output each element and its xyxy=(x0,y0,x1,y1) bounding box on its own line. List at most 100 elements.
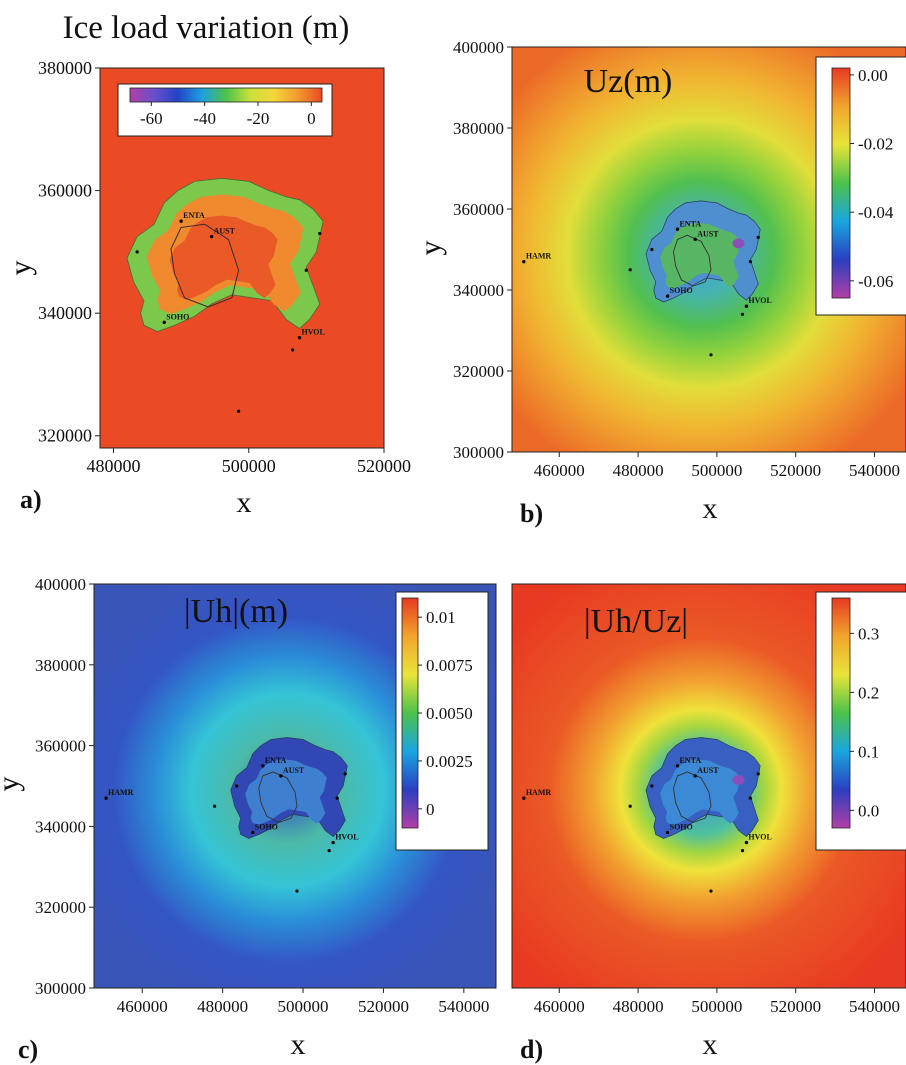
station-point xyxy=(135,250,139,254)
y-tick-label: 340000 xyxy=(453,281,504,300)
station-label: ENTA xyxy=(679,756,701,765)
station-label: AUST xyxy=(283,766,305,775)
colorbar-tick-label: -60 xyxy=(140,109,163,128)
station-point xyxy=(343,772,347,776)
y-tick-label: 360000 xyxy=(38,181,92,201)
station-label: ENTA xyxy=(183,211,205,220)
panel-label: c) xyxy=(18,1035,38,1064)
y-tick-label: 380000 xyxy=(453,119,504,138)
x-axis-label: x xyxy=(703,1028,718,1061)
station-label: HVOL xyxy=(748,296,771,305)
x-axis-label: x xyxy=(703,492,718,525)
chart-title: |Uh/Uz| xyxy=(584,603,688,640)
station-label: ENTA xyxy=(265,756,287,765)
station-point xyxy=(740,312,745,316)
chart-title: Ice load variation (m) xyxy=(63,10,350,46)
station-point xyxy=(744,840,749,845)
min-patch xyxy=(732,774,745,785)
station-point xyxy=(665,830,670,835)
station-label: SOHO xyxy=(166,312,189,321)
y-tick-label: 360000 xyxy=(35,737,86,756)
caldera-outline xyxy=(673,771,712,823)
plot-frame xyxy=(511,46,906,453)
caldera-outline xyxy=(258,771,298,823)
x-tick-label: 460000 xyxy=(534,997,585,1016)
x-tick-label: 540000 xyxy=(849,997,900,1016)
colorbar-tick-label: -20 xyxy=(247,109,270,128)
colorbar-box xyxy=(815,56,906,316)
colorbar-tick-label: -40 xyxy=(193,109,216,128)
plot-frame xyxy=(93,583,497,989)
station-point xyxy=(675,764,680,768)
x-tick-label: 480000 xyxy=(613,997,664,1016)
colorbar-tick-label: 0 xyxy=(426,800,435,819)
station-point xyxy=(235,784,239,788)
station-label: HVOL xyxy=(301,328,324,337)
colorbar-tick-label: 0.0025 xyxy=(426,752,473,771)
colorbar-tick-label: 0.0 xyxy=(858,801,879,820)
station-point xyxy=(628,268,632,272)
y-tick-label: 400000 xyxy=(453,38,504,57)
chart-title: Uz(m) xyxy=(584,63,673,100)
station-label: HAMR xyxy=(526,252,552,261)
station-point xyxy=(297,335,302,340)
station-point xyxy=(693,237,697,242)
station-point xyxy=(251,830,255,835)
y-tick-label: 320000 xyxy=(453,362,504,381)
station-point xyxy=(279,774,283,778)
colorbar-tick-label: 0.01 xyxy=(426,608,456,627)
station-point xyxy=(748,796,752,800)
y-tick-label: 380000 xyxy=(38,58,92,78)
y-axis-label: y xyxy=(4,261,37,276)
y-tick-label: 300000 xyxy=(453,443,504,462)
colorbar-tick-label: -0.06 xyxy=(858,272,893,291)
station-point xyxy=(522,796,526,800)
x-tick-label: 500000 xyxy=(278,997,329,1016)
station-label: HAMR xyxy=(526,788,552,797)
station-point xyxy=(748,260,752,264)
colorbar: -60 -40 -20 0 xyxy=(117,83,333,137)
colorbar-tick-label: 0.1 xyxy=(858,742,879,761)
x-tick-label: 540000 xyxy=(438,997,489,1016)
station-label: AUST xyxy=(697,229,719,238)
station-point xyxy=(756,235,760,239)
station-point xyxy=(675,227,680,231)
y-tick-label: 400000 xyxy=(35,575,86,594)
station-point xyxy=(291,348,295,352)
colorbar-tick-label: 0.0050 xyxy=(426,704,473,723)
x-tick-label: 460000 xyxy=(117,997,168,1016)
colorbar-tick-label: 0.2 xyxy=(858,683,879,702)
caldera-outline xyxy=(673,234,712,287)
station-point xyxy=(295,889,299,893)
y-axis-label: y xyxy=(0,777,25,792)
station-point xyxy=(522,259,526,264)
colorbar-tick-label: 0.0075 xyxy=(426,656,473,675)
station-label: HVOL xyxy=(335,833,358,842)
x-tick-label: 520000 xyxy=(358,997,409,1016)
ice-cap-inner xyxy=(660,222,741,289)
station-point xyxy=(237,409,241,413)
x-axis-label: x xyxy=(291,1028,306,1061)
station-point xyxy=(650,784,654,788)
station-label: SOHO xyxy=(255,822,278,831)
station-point xyxy=(756,772,760,776)
station-point xyxy=(650,247,654,252)
panel-label: a) xyxy=(20,485,42,514)
ice-cap-inner xyxy=(660,759,741,826)
x-tick-label: 500000 xyxy=(691,461,742,480)
station-point xyxy=(304,268,308,272)
station-point xyxy=(331,840,335,845)
x-tick-label: 520000 xyxy=(770,461,821,480)
plot-frame xyxy=(511,583,906,989)
x-tick-label: 540000 xyxy=(849,461,900,480)
y-axis-label: y xyxy=(414,241,447,256)
station-point xyxy=(665,294,670,298)
station-point xyxy=(740,849,745,853)
station-point xyxy=(709,889,713,893)
y-tick-label: 320000 xyxy=(35,898,86,917)
y-tick-label: 360000 xyxy=(453,200,504,219)
y-tick-label: 300000 xyxy=(35,979,86,998)
y-tick-label: 380000 xyxy=(35,656,86,675)
